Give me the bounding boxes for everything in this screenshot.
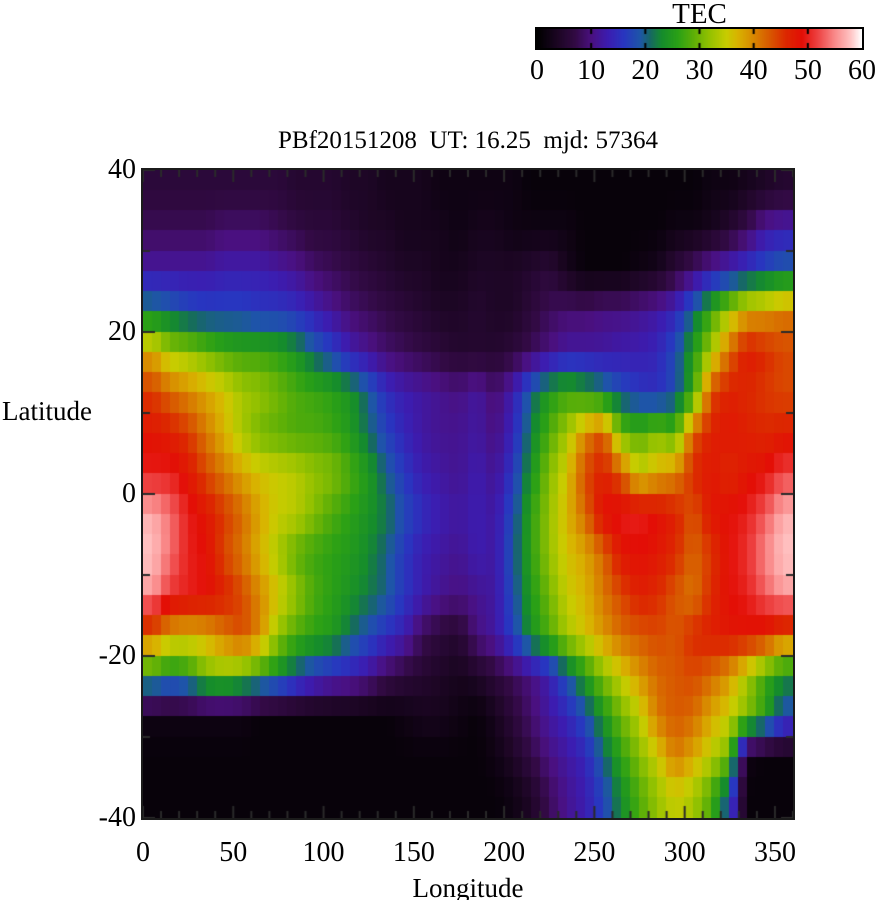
y-tick-40: 40 (108, 154, 136, 185)
colorbar (535, 27, 864, 50)
colorbar-title: TEC (672, 0, 727, 30)
y-axis-tick-labels: 40 20 0 -20 -40 (0, 0, 136, 900)
colorbar-tick-labels: 0 10 20 30 40 50 60 (0, 56, 878, 88)
x-tick-100: 100 (302, 837, 345, 868)
y-tick-0: 0 (122, 478, 136, 509)
y-tick--20: -20 (98, 640, 136, 671)
colorbar-tick-50: 50 (793, 55, 822, 86)
y-axis-label: Latitude (2, 396, 92, 426)
x-tick-300: 300 (663, 837, 706, 868)
x-axis-label: Longitude (412, 873, 524, 900)
colorbar-tick-60: 60 (848, 55, 876, 86)
colorbar-tick-20: 20 (631, 55, 660, 86)
colorbar-tick-40: 40 (739, 55, 768, 86)
colorbar-tick-0: 0 (530, 55, 544, 86)
colorbar-tick-30: 30 (685, 55, 714, 86)
plot-title: PBf20151208 UT: 16.25 mjd: 57364 (277, 127, 659, 154)
colorbar-tick-10: 10 (577, 55, 606, 86)
x-tick-250: 250 (573, 837, 616, 868)
x-axis-tick-labels: 0 50 100 150 200 250 300 350 (0, 838, 878, 870)
x-tick-350: 350 (753, 837, 796, 868)
x-tick-200: 200 (483, 837, 526, 868)
heatmap-plot-area (141, 168, 795, 820)
colorbar-gradient (537, 29, 862, 48)
y-tick--40: -40 (98, 802, 136, 833)
y-tick-20: 20 (108, 316, 136, 347)
x-tick-150: 150 (392, 837, 435, 868)
tec-heatmap-canvas (143, 170, 793, 818)
x-tick-50: 50 (219, 837, 248, 868)
x-tick-0: 0 (136, 837, 150, 868)
